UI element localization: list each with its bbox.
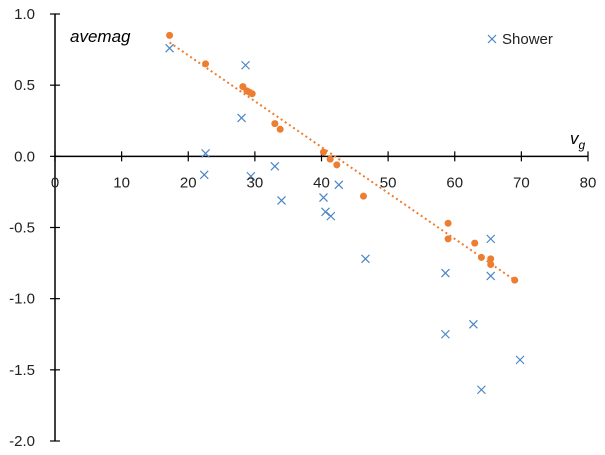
circle-point (248, 90, 256, 98)
legend-label-shower: Shower (502, 31, 553, 48)
x-tick-label: 20 (180, 174, 197, 191)
shower-point (468, 319, 478, 329)
y-tick-label: -0.5 (9, 220, 35, 237)
circle-point (477, 253, 485, 261)
x-tick-label: 50 (380, 174, 397, 191)
axes (50, 13, 589, 442)
x-tick-label: 40 (313, 174, 330, 191)
y-tick-label: -1.5 (9, 362, 35, 379)
circle-point (487, 261, 495, 269)
x-tick-label: 10 (113, 174, 130, 191)
shower-point (165, 43, 175, 53)
circle-point (319, 148, 327, 156)
shower-point (321, 207, 330, 217)
circle-point (202, 60, 210, 68)
shower-point (486, 271, 496, 281)
shower-point (277, 196, 286, 205)
shower-point (476, 385, 486, 395)
legend-marker-shower (487, 34, 497, 44)
shower-point (319, 193, 328, 203)
shower-point (361, 254, 370, 264)
circle-point (471, 239, 479, 247)
circle-point (276, 125, 284, 133)
circle-point (271, 120, 279, 128)
shower-point (246, 171, 256, 181)
circle-point (511, 276, 519, 284)
legend: Shower (487, 31, 553, 48)
shower-point (199, 170, 209, 180)
tick-labels: 0 10 20 30 40 50 60 70 80 1.0 0.5 0.0 -0.5 -1.0 -1.5 -2… (9, 6, 596, 450)
y-axis-title: avemag (70, 27, 131, 46)
y-tick-label: 0.0 (14, 148, 35, 165)
x-tick-label: 70 (513, 174, 530, 191)
x-tick-label: 0 (51, 174, 59, 191)
shower-point (440, 329, 450, 339)
x-tick-label: 60 (446, 174, 463, 191)
y-tick-label: 0.5 (14, 77, 35, 94)
x-axis-title-subscript: g (579, 138, 586, 152)
circle-point (487, 255, 495, 263)
shower-point (241, 60, 250, 70)
x-axis-title: vg (570, 129, 586, 152)
circle-point (326, 155, 334, 163)
y-tick-label: 1.0 (14, 6, 35, 23)
shower-point (486, 234, 496, 244)
x-tick-label: 80 (580, 174, 597, 191)
shower-point (270, 161, 280, 171)
trendline (169, 41, 516, 281)
circle-point (444, 235, 452, 243)
y-tick-label: -2.0 (9, 433, 35, 450)
shower-point (440, 268, 450, 278)
trendline-path (169, 41, 516, 281)
y-tick-label: -1.0 (9, 291, 35, 308)
circle-point (359, 192, 367, 200)
x-tick-label: 30 (247, 174, 264, 191)
data-points (165, 31, 525, 395)
shower-point (515, 355, 525, 365)
shower-point (334, 180, 344, 190)
shower-point (201, 149, 210, 158)
circle-point (333, 161, 341, 169)
circle-point (444, 219, 452, 227)
legend-marker-cross (487, 34, 497, 44)
circle-point (166, 31, 174, 39)
shower-point (237, 113, 246, 123)
x-axis-title-main: v (570, 129, 580, 148)
shower-point (326, 211, 336, 221)
